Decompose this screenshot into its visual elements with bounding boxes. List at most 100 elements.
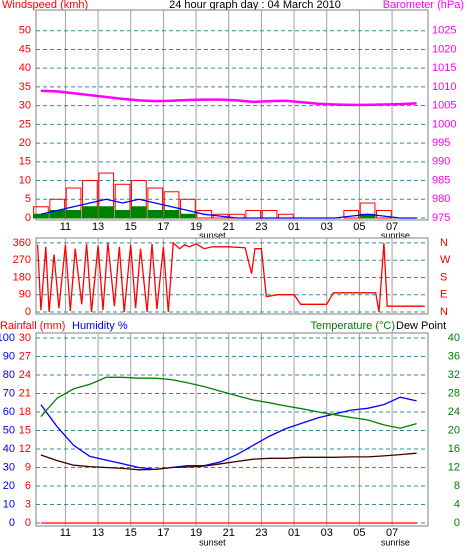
y-tick-label: 30 [19,100,31,112]
bar [131,206,147,219]
y2-tick-label: 40 [448,332,460,344]
x-tick-label: 05 [353,527,365,539]
rainfall-label: Rainfall (mm) [0,320,65,332]
y-tick-label: 270 [13,254,31,266]
y-tick-label: 15 [19,156,31,168]
y3-tick-label: 27 [19,350,31,362]
x-tick-label: 23 [255,527,267,539]
y-tick-label: 10 [19,174,31,186]
y2-tick-label: 1010 [432,81,456,93]
bar [343,210,360,219]
annotation: sunset [199,230,226,240]
y-tick-label: 40 [3,443,15,455]
bar [376,210,392,219]
y-tick-label: 0 [25,306,31,318]
y2-tick-label: 28 [448,387,460,399]
plot-area [35,332,429,527]
x-tick-label: 01 [288,527,300,539]
y-tick-label: 100 [0,332,15,344]
y-tick-label: 80 [3,369,15,381]
annotation: sunrise [381,537,410,547]
x-tick-label: 19 [190,527,202,539]
y-tick-label: 0 [9,517,15,529]
x-tick-label: 17 [157,527,169,539]
bar [65,210,82,219]
plot-area [35,237,429,315]
y-tick-label: 50 [3,424,15,436]
x-tick-label: 07 [386,527,398,539]
y2-tick-label: 4 [454,498,460,510]
y2-tick-label: 1020 [432,43,456,55]
y2-tick-label: 975 [432,212,450,224]
y-tick-label: 0 [25,212,31,224]
x-tick-label: 15 [125,527,137,539]
y-tick-label: 30 [3,461,15,473]
bar [147,210,164,219]
bar [212,213,229,219]
y2-tick-label: 990 [432,156,450,168]
y3-tick-label: 6 [25,480,31,492]
y3-tick-label: 30 [19,332,31,344]
y3-tick-label: 24 [19,369,31,381]
y-tick-label: 20 [3,480,15,492]
windspeed-label: Windspeed (kmh) [2,0,88,11]
x-tick-label: 19 [190,221,202,233]
y2-tick-label: W [440,254,451,266]
x-tick-label: 13 [92,221,104,233]
x-tick-label: 11 [60,221,71,233]
y3-tick-label: 15 [19,424,31,436]
x-tick-label: 21 [223,527,235,539]
y2-tick-label: 24 [448,406,460,418]
y2-tick-label: S [440,271,447,283]
bar [163,210,180,219]
y3-tick-label: 18 [19,406,31,418]
humidity-label: Humidity % [72,320,128,332]
series-line [40,396,417,471]
bar [98,206,115,219]
bar [180,213,196,219]
y2-tick-label: 985 [432,174,450,186]
x-tick-label: 03 [321,221,333,233]
x-tick-label: 17 [157,221,169,233]
series-line [36,241,425,313]
y2-tick-label: 0 [454,517,460,529]
series-line [40,376,417,429]
y2-tick-label: 8 [454,480,460,492]
x-tick-label: 21 [223,221,235,233]
y2-tick-label: 20 [448,424,460,436]
y-tick-label: 35 [19,81,31,93]
y2-tick-label: 1005 [432,100,456,112]
y2-tick-label: 16 [448,443,460,455]
y2-tick-label: N [440,306,448,318]
y3-tick-label: 3 [25,498,31,510]
barometer-label: Barometer (hPa) [383,0,464,11]
y-tick-label: 40 [19,62,31,74]
y-tick-label: 10 [3,498,15,510]
y3-tick-label: 21 [19,387,31,399]
plot-area [35,9,429,221]
y2-tick-label: 1000 [432,118,456,130]
y-tick-label: 90 [3,350,15,362]
bar [196,210,213,219]
series-line [40,198,417,219]
y-tick-label: 60 [3,406,15,418]
x-tick-label: 23 [255,221,267,233]
y-tick-label: 50 [19,25,31,37]
y3-tick-label: 0 [25,517,31,529]
y-tick-label: 360 [13,237,31,249]
dew-point-label: Dew Point [396,320,446,332]
series-line [40,89,417,107]
y2-tick-label: 1015 [432,62,456,74]
x-tick-label: 15 [125,221,137,233]
y-tick-label: 25 [19,118,31,130]
y2-tick-label: E [440,289,447,301]
x-tick-label: 05 [353,221,365,233]
y2-tick-label: 36 [448,350,460,362]
y-tick-label: 180 [13,271,31,283]
bar [114,210,131,219]
x-tick-label: 01 [288,221,300,233]
x-tick-label: 03 [321,527,333,539]
y-tick-label: 90 [19,289,31,301]
y2-tick-label: 32 [448,369,460,381]
